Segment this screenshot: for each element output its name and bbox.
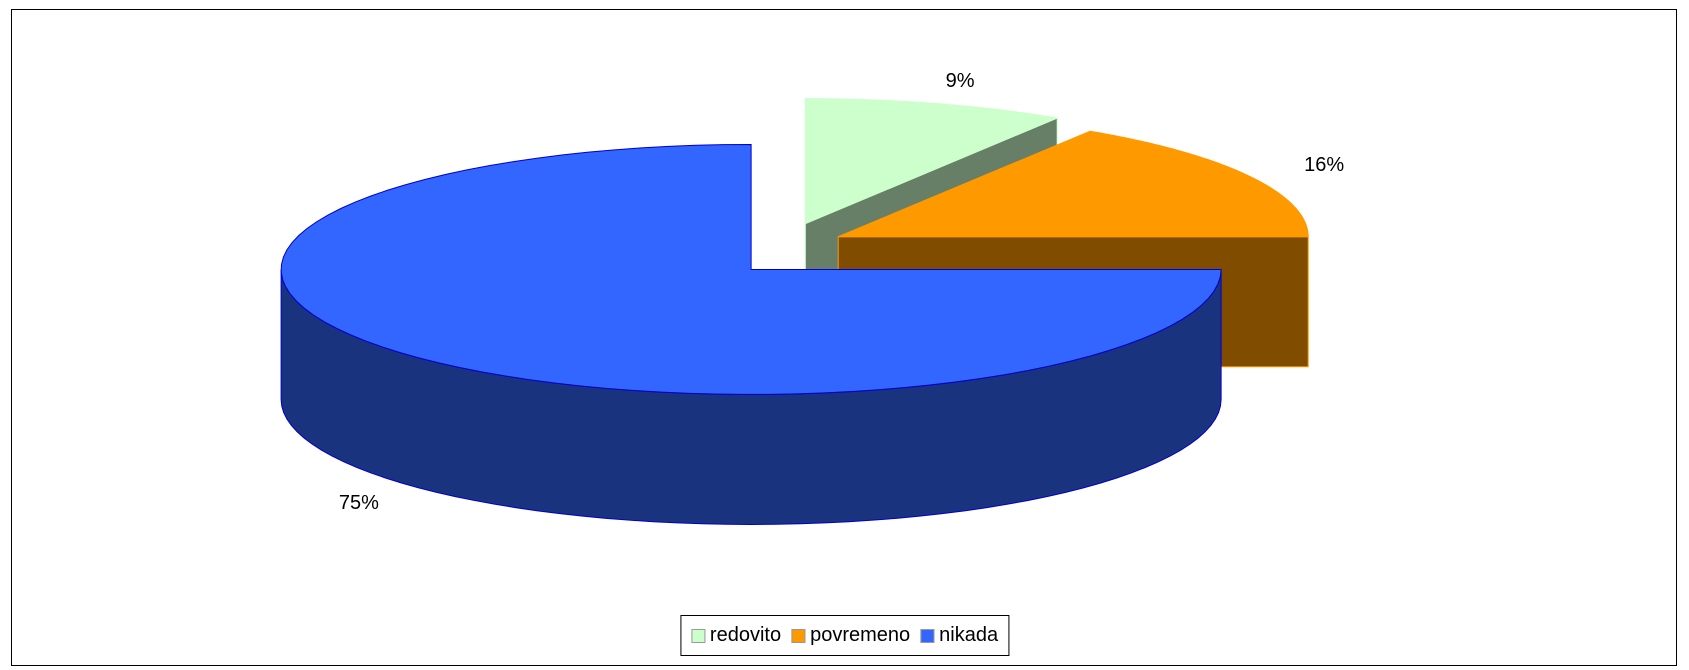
legend-swatch xyxy=(791,628,806,643)
chart-frame xyxy=(11,9,1677,666)
slice xyxy=(280,143,1222,395)
data-label: 9% xyxy=(946,70,975,92)
slice xyxy=(838,130,1309,238)
data-label: 16% xyxy=(1304,154,1344,176)
legend-swatch xyxy=(690,628,705,643)
legend-item: povremeno xyxy=(791,624,910,647)
legend-item: redovito xyxy=(690,624,782,647)
legend-swatch xyxy=(920,628,935,643)
legend-label: redovito xyxy=(709,624,782,646)
data-label: 75% xyxy=(339,492,379,514)
legend-item: nikada xyxy=(920,624,998,647)
slice xyxy=(804,98,1059,225)
legend-label: povremeno xyxy=(810,624,911,646)
legend-label: nikada xyxy=(939,624,999,646)
legend: redovito povremeno nikada xyxy=(679,615,1010,656)
